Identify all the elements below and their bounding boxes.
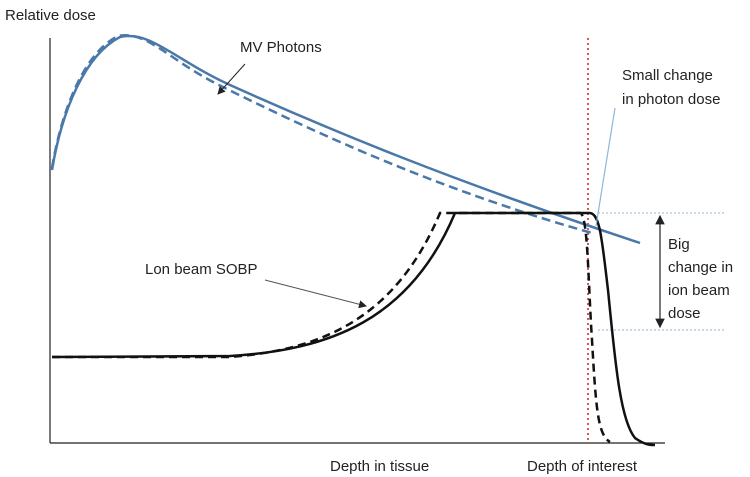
annotation-line: change in <box>668 259 733 276</box>
annotation: Big change in ion beam dose <box>668 236 737 322</box>
pointer <box>595 107 616 227</box>
pointer <box>217 63 246 95</box>
annotation-line: in photon dose <box>622 91 720 108</box>
x-axis-label: Depth in tissue <box>330 458 429 475</box>
ion-curve-dashed <box>52 211 611 444</box>
annotation-line: dose <box>668 305 701 322</box>
marker-label: Depth of interest <box>527 458 638 475</box>
annotation-line: Small change <box>622 67 713 84</box>
annotation: MV Photons <box>240 39 322 56</box>
photon-curve <box>50 34 641 245</box>
annotation-line: Big <box>668 236 690 253</box>
annotation-line: ion beam <box>668 282 730 299</box>
y-axis-label: Relative dose <box>5 7 96 24</box>
ion-curve <box>51 211 656 447</box>
annotation: Lon beam SOBP <box>145 261 258 278</box>
photon-curve-dashed <box>50 34 593 235</box>
pointer <box>264 279 367 309</box>
annotation: Small change in photon dose <box>622 67 720 108</box>
